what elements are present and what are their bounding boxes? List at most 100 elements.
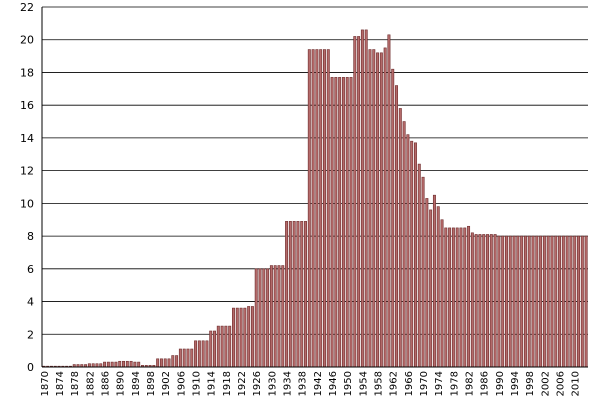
bar-1918 [224,325,228,368]
bar-1956 [368,49,372,368]
bar-1992 [504,235,508,368]
bar-1950 [345,77,349,368]
bar-1977 [448,227,452,368]
bar-1991 [501,235,505,368]
bar-1905 [175,355,179,368]
bar-1980 [459,227,463,368]
bar-1940 [307,49,311,368]
bar-1913 [205,340,209,368]
bar-1937 [296,221,300,368]
bar-2012 [580,235,584,368]
bar-1969 [417,163,421,368]
x-tick-label: 1990 [495,371,506,396]
bar-1917 [220,325,224,368]
bar-1904 [171,355,175,368]
bar-1931 [273,265,277,368]
bar-1999 [531,235,535,368]
bar-1971 [425,198,429,368]
bar-1964 [398,108,402,368]
bar-1962 [391,68,395,368]
bar-1968 [413,142,417,368]
bar-1995 [516,235,520,368]
x-tick-label: 1874 [55,371,66,396]
y-tick-label: 6 [27,263,34,276]
bar-1938 [300,221,304,368]
x-tick-label: 1870 [40,371,51,396]
x-tick-label: 1882 [85,371,96,396]
x-tick-label: 1914 [207,371,218,396]
bar-1954 [360,29,364,368]
y-tick-label: 18 [20,66,34,79]
bar-1942 [315,49,319,368]
bar-1915 [213,330,217,368]
bar-2006 [558,235,562,368]
bar-2010 [573,235,577,368]
x-tick-label: 1910 [192,371,203,396]
bar-1994 [512,235,516,368]
bar-1949 [341,77,345,368]
bar-1910 [194,340,198,368]
bar-2001 [539,235,543,368]
bar-1989 [493,234,497,368]
bar-1967 [410,140,414,368]
bar-1912 [201,340,205,368]
bar-1914 [209,330,213,368]
bar-2000 [535,235,539,368]
bar-2007 [561,235,565,368]
bar-2004 [550,235,554,368]
bar-1926 [254,268,258,368]
bar-1930 [269,265,273,368]
bar-1889 [114,361,118,368]
bar-1903 [167,358,171,368]
x-tick-label: 1922 [237,371,248,396]
bar-1934 [285,221,289,368]
y-tick-label: 8 [27,230,34,243]
x-tick-label: 1950 [343,371,354,396]
bar-1893 [129,360,133,368]
bar-1965 [402,121,406,368]
x-tick-label: 1958 [374,371,385,396]
x-tick-label: 1886 [101,371,112,396]
bar-1925 [250,306,254,368]
bar-1982 [467,225,471,368]
bar-1935 [288,221,292,368]
x-tick-label: 1966 [404,371,415,396]
x-tick-label: 1942 [313,371,324,396]
bar-1890 [118,360,122,368]
bar-1952 [353,36,357,368]
bar-1947 [334,77,338,368]
bar-2008 [565,235,569,368]
x-tick-label: 1906 [176,371,187,396]
bar-1993 [508,235,512,368]
bar-1959 [379,52,383,368]
bar-1894 [133,361,137,368]
x-tick-label: 1954 [358,371,369,396]
grid-lines [42,6,588,335]
x-tick-label: 1938 [298,371,309,396]
bar-1997 [523,235,527,368]
bar-1892 [125,360,129,368]
x-tick-label: 1934 [283,371,294,396]
x-tick-label: 1970 [419,371,430,396]
x-tick-label: 2006 [556,371,567,396]
bar-1909 [190,348,194,368]
x-tick-label: 1898 [146,371,157,396]
bar-1986 [482,234,486,368]
bar-2013 [584,235,588,368]
bar-1984 [474,234,478,368]
x-tick-label: 1946 [328,371,339,396]
bar-1933 [281,265,285,368]
bar-1987 [486,234,490,368]
bar-1948 [338,77,342,368]
bar-1907 [182,348,186,368]
bar-series [42,29,588,368]
bar-1974 [436,206,440,368]
bar-1983 [470,232,474,368]
bar-1939 [304,221,308,368]
y-tick-label: 22 [20,1,34,14]
bar-1928 [262,268,266,368]
bar-1929 [266,268,270,368]
x-tick-label: 1994 [510,371,521,396]
bar-1946 [330,77,334,368]
bar-1941 [311,49,315,368]
